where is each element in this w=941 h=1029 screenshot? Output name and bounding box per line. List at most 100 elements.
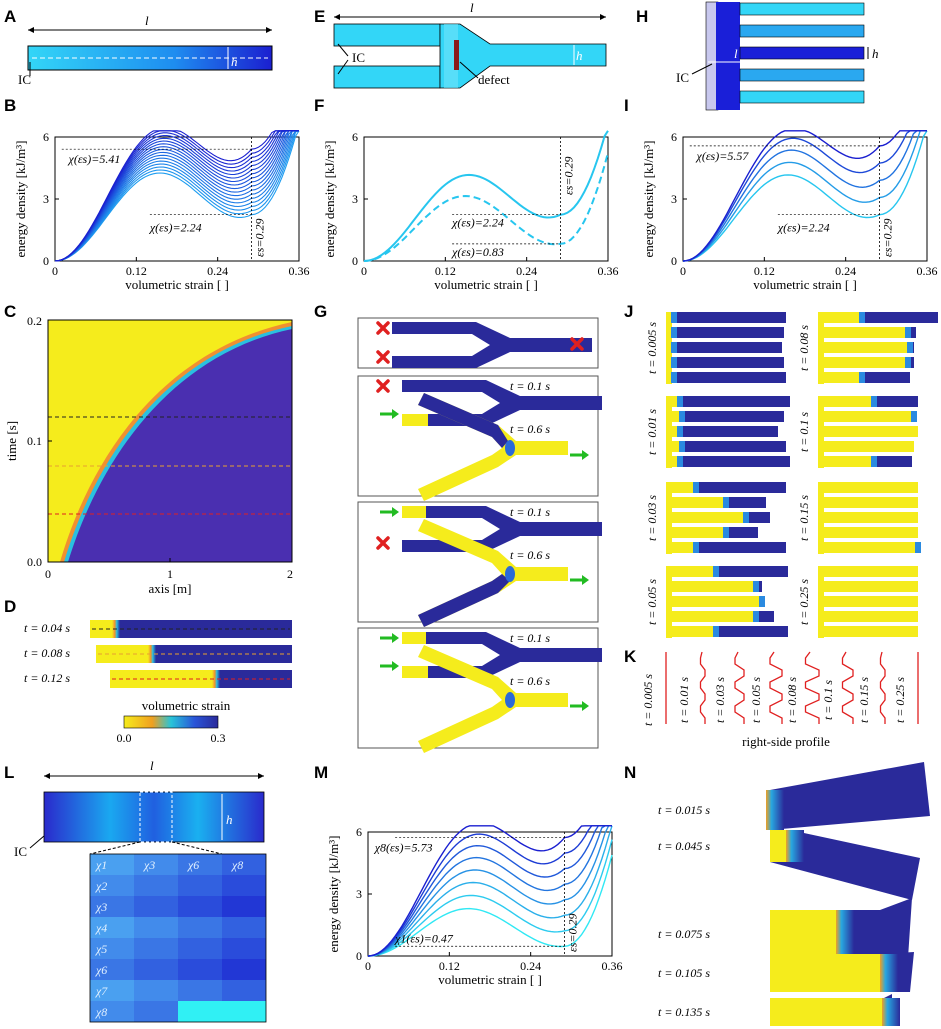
j-channel	[666, 542, 786, 553]
g-box2-t2: t = 0.6 s	[510, 422, 550, 436]
chartM-ylabel: energy density [kJ/m³]	[326, 835, 341, 952]
j-channel-fill	[818, 482, 918, 493]
j-front	[671, 357, 677, 368]
l-grid-cell	[134, 875, 178, 896]
panel-label-E: E	[314, 7, 325, 26]
panel-label-M: M	[314, 763, 328, 782]
k-time-label: t = 0.005 s	[641, 674, 655, 726]
l-grid-cell	[222, 875, 266, 896]
j-front	[679, 411, 685, 422]
chartM-xtick-label: 0.12	[439, 959, 460, 973]
panel-l-schematic: l h IC χ1 χ2 χ3 χ4 χ5 χ6 χ7 χ8 χ3 χ6 χ8	[14, 758, 267, 1023]
l-grid-cell	[222, 980, 266, 1001]
k-profile	[804, 651, 820, 724]
l-grid-cell	[178, 917, 222, 938]
j-front	[671, 342, 677, 353]
j-front	[677, 456, 683, 467]
j-front	[671, 327, 677, 338]
chartF-xtick-label: 0	[361, 264, 367, 278]
chartM-ytick-label: 0	[356, 949, 362, 963]
n-beam-front	[836, 910, 854, 958]
j-time-label: t = 0.03 s	[645, 495, 659, 541]
l-grid-cell	[134, 854, 178, 875]
chartM-curve-8	[367, 825, 612, 957]
colorbar	[123, 715, 219, 729]
j-channel	[666, 482, 786, 493]
panel-label-I: I	[624, 96, 629, 115]
l-grid-cell	[90, 1001, 134, 1022]
l-grid-cell	[90, 875, 134, 896]
c-ytick-00: 0.0	[27, 555, 42, 569]
j-channel-fill	[666, 312, 674, 323]
chartM-ytick-label: 3	[356, 887, 362, 901]
j-front	[693, 482, 699, 493]
j-front	[859, 312, 865, 323]
front-blob	[505, 692, 515, 708]
panel-a-schematic: l h IC	[18, 13, 273, 87]
bar-a	[27, 45, 273, 71]
k-time-label: t = 0.01 s	[677, 677, 691, 723]
ic-label-a: IC	[18, 72, 31, 87]
n-beam-front	[882, 998, 900, 1026]
j-channel	[666, 566, 788, 577]
j-channel	[666, 342, 782, 353]
height-symbol-e: h	[576, 48, 583, 63]
chartI-ytick-label: 0	[671, 254, 677, 268]
l-grid-cell	[178, 938, 222, 959]
g-box3-t1: t = 0.1 s	[510, 505, 550, 519]
c-xtick-0: 0	[45, 567, 51, 581]
c-ylabel: time [s]	[4, 421, 19, 461]
k-time-label: t = 0.15 s	[857, 677, 871, 723]
j-time-label: t = 0.005 s	[645, 322, 659, 374]
l-chi-label: χ6	[95, 963, 107, 977]
k-time-label: t = 0.03 s	[713, 677, 727, 723]
chartM-curve-6	[367, 825, 612, 957]
j-channel-fill	[818, 327, 908, 338]
panel-label-D: D	[4, 597, 16, 616]
chartM-xlabel: volumetric strain [ ]	[438, 972, 542, 987]
j-front	[713, 566, 719, 577]
j-front	[753, 611, 759, 622]
j-channel	[666, 327, 784, 338]
fill-top	[402, 632, 426, 644]
n-beam-fill	[770, 910, 840, 958]
j-channel-fill	[666, 411, 682, 422]
l-grid-cell	[178, 896, 222, 917]
chartI-curve-1	[682, 130, 928, 262]
l-chi-label: χ1	[95, 858, 107, 872]
blocked-cross	[376, 321, 390, 335]
chartM-ann-text: χ1(εs)=0.47	[394, 931, 454, 945]
j-channel-fill	[818, 527, 918, 538]
j-front	[907, 342, 913, 353]
j-channel-fill	[818, 456, 874, 467]
chartF-curve-2	[363, 152, 609, 262]
l-grid-cell	[90, 854, 134, 875]
blocked-cross	[570, 337, 584, 351]
chartB-ytick-label: 3	[43, 192, 49, 206]
chartM-curve-3	[367, 825, 613, 957]
j-channel-fill	[818, 626, 918, 637]
chartB-xtick-label: 0	[52, 264, 58, 278]
fill-top	[402, 506, 426, 518]
l-grid-cell	[178, 959, 222, 980]
ic-label-l: IC	[14, 844, 27, 859]
chartI-ylabel: energy density [kJ/m³]	[641, 140, 656, 257]
chartF-xtick-label: 0.12	[435, 264, 456, 278]
length-symbol-h: l	[734, 46, 738, 61]
j-time-label: t = 0.25 s	[797, 579, 811, 625]
j-front	[905, 327, 911, 338]
chartI-xtick-label: 0	[680, 264, 686, 278]
j-time-label: t = 0.1 s	[797, 412, 811, 452]
chart-f: 0 0.12 0.24 0.36 0 3 6 volumetric strain [ ] ene…	[322, 130, 619, 292]
j-channel-fill	[818, 512, 918, 523]
j-channel-fill	[818, 596, 918, 607]
k-profile	[769, 651, 783, 724]
j-channel-fill	[818, 372, 862, 383]
j-channel-fill	[666, 527, 726, 538]
j-channel-fill	[818, 396, 874, 407]
j-front	[905, 357, 911, 368]
chartF-ytick-label: 0	[352, 254, 358, 268]
y-top-blue	[418, 393, 508, 448]
inflow-arrow-head	[392, 661, 399, 671]
k-profile	[841, 651, 854, 724]
